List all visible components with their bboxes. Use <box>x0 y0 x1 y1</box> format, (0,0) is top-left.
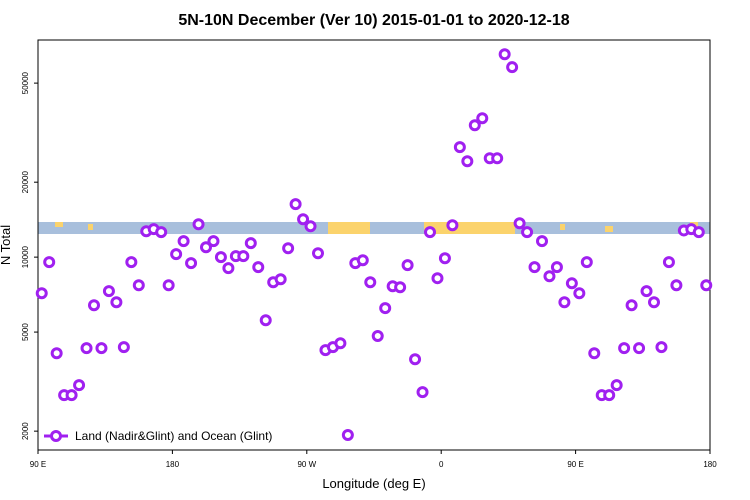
point <box>274 273 287 286</box>
point <box>297 213 310 226</box>
point <box>155 226 168 239</box>
point <box>558 296 571 309</box>
point <box>431 272 444 285</box>
y-tick-label: 20000 <box>21 171 30 194</box>
point <box>580 256 593 269</box>
x-tick-label: 90 E <box>30 460 46 469</box>
point <box>252 261 265 274</box>
point <box>536 235 548 248</box>
point <box>65 389 78 402</box>
point <box>670 279 683 292</box>
point <box>528 261 541 274</box>
point <box>543 270 556 283</box>
legend-marker <box>50 430 62 442</box>
point <box>468 119 481 132</box>
y-axis-label: N Total <box>0 225 13 265</box>
point <box>341 429 354 442</box>
point <box>648 296 660 309</box>
point <box>476 112 489 125</box>
point <box>498 48 511 61</box>
point <box>364 276 377 289</box>
point <box>521 226 534 239</box>
point <box>334 337 347 350</box>
point <box>700 279 713 292</box>
point <box>633 342 646 355</box>
legend: Land (Nadir&Glint) and Ocean (Glint) <box>44 429 272 443</box>
point <box>394 281 407 294</box>
point <box>43 256 56 269</box>
point <box>491 152 504 165</box>
point <box>177 235 190 248</box>
point <box>506 61 519 74</box>
x-tick-label: 180 <box>703 460 717 469</box>
point <box>73 379 86 392</box>
point <box>573 287 586 300</box>
point <box>655 341 668 354</box>
point <box>192 218 205 231</box>
point <box>162 279 175 292</box>
point <box>214 251 227 264</box>
point <box>35 287 48 300</box>
point <box>88 299 100 312</box>
point <box>618 342 631 355</box>
point <box>95 342 108 355</box>
x-tick-label: 0 <box>439 460 444 469</box>
point <box>453 141 466 154</box>
point <box>132 279 145 292</box>
point <box>125 256 138 269</box>
point <box>200 241 212 254</box>
y-tick-label: 50000 <box>21 71 30 94</box>
point <box>692 226 705 239</box>
point <box>588 347 601 360</box>
x-tick-label: 90 E <box>567 460 583 469</box>
point <box>416 386 429 399</box>
point <box>80 342 93 355</box>
chart-title: 5N-10N December (Ver 10) 2015-01-01 to 2… <box>178 12 569 29</box>
point <box>237 250 250 263</box>
point <box>550 261 563 274</box>
x-tick-label: 180 <box>166 460 180 469</box>
point <box>461 155 474 168</box>
point <box>401 259 414 272</box>
plot-frame <box>37 39 711 451</box>
point <box>424 226 436 239</box>
point <box>438 252 451 265</box>
point <box>312 247 324 260</box>
y-tick-label: 5000 <box>21 323 30 341</box>
x-axis-label: Longitude (deg E) <box>322 476 425 491</box>
point <box>222 262 235 275</box>
x-tick-label: 90 W <box>297 460 316 469</box>
point <box>289 198 302 211</box>
point <box>244 237 257 250</box>
point <box>625 299 638 312</box>
point <box>565 277 578 290</box>
point <box>207 235 220 248</box>
y-tick-label: 10000 <box>21 245 30 268</box>
point <box>603 389 616 402</box>
point <box>610 379 623 392</box>
point <box>110 296 123 309</box>
point <box>371 330 384 343</box>
point <box>379 302 392 315</box>
point <box>185 257 198 270</box>
y-tick-label: 2000 <box>21 422 30 440</box>
point <box>117 341 130 354</box>
point <box>356 254 369 267</box>
point <box>282 242 295 255</box>
point <box>409 353 422 366</box>
point <box>640 285 653 298</box>
point <box>259 314 272 327</box>
point <box>50 347 63 360</box>
point <box>446 219 459 232</box>
map-strip <box>38 222 710 234</box>
point <box>513 217 526 230</box>
point <box>304 220 317 233</box>
legend-label: Land (Nadir&Glint) and Ocean (Glint) <box>75 429 272 443</box>
point <box>170 248 183 261</box>
point <box>662 256 675 269</box>
point <box>102 285 115 298</box>
